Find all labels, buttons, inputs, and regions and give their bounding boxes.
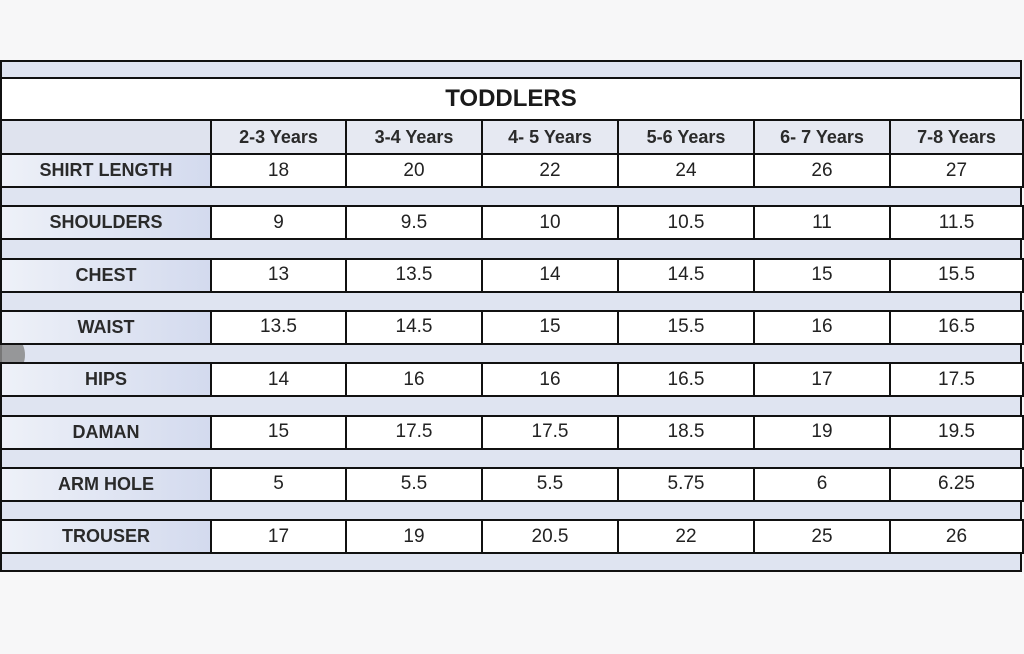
value-cell: 6.25: [889, 466, 1024, 502]
value-cell: 25: [753, 519, 891, 555]
value-cell: 9: [210, 205, 347, 241]
value-cell: 15.5: [889, 257, 1024, 293]
row-label: CHEST: [0, 257, 212, 293]
value-cell: 16.5: [617, 362, 755, 398]
value-cell: 11: [753, 205, 891, 241]
value-cell: 11.5: [889, 205, 1024, 241]
value-cell: 16: [345, 362, 483, 398]
value-cell: 15: [481, 309, 619, 345]
value-cell: 5: [210, 466, 347, 502]
row-label: TROUSER: [0, 519, 212, 555]
column-header: 6- 7 Years: [753, 119, 891, 155]
value-cell: 14: [481, 257, 619, 293]
value-cell: 18.5: [617, 414, 755, 450]
row-label: WAIST: [0, 309, 212, 345]
column-header: 3-4 Years: [345, 119, 483, 155]
table-title: TODDLERS: [0, 77, 1022, 121]
value-cell: 13.5: [345, 257, 483, 293]
column-header: 7-8 Years: [889, 119, 1024, 155]
value-cell: 17: [210, 519, 347, 555]
value-cell: 27: [889, 153, 1024, 188]
value-cell: 20.5: [481, 519, 619, 555]
value-cell: 16.5: [889, 309, 1024, 345]
value-cell: 5.5: [481, 466, 619, 502]
value-cell: 6: [753, 466, 891, 502]
value-cell: 13: [210, 257, 347, 293]
value-cell: 13.5: [210, 309, 347, 345]
value-cell: 5.5: [345, 466, 483, 502]
value-cell: 14.5: [345, 309, 483, 345]
value-cell: 17.5: [481, 414, 619, 450]
value-cell: 5.75: [617, 466, 755, 502]
value-cell: 26: [753, 153, 891, 188]
value-cell: 19: [753, 414, 891, 450]
value-cell: 19: [345, 519, 483, 555]
column-header: 4- 5 Years: [481, 119, 619, 155]
value-cell: 15.5: [617, 309, 755, 345]
value-cell: 20: [345, 153, 483, 188]
value-cell: 16: [481, 362, 619, 398]
column-header: 2-3 Years: [210, 119, 347, 155]
row-label: DAMAN: [0, 414, 212, 450]
row-label: HIPS: [0, 362, 212, 398]
row-label: SHOULDERS: [0, 205, 212, 241]
value-cell: 22: [481, 153, 619, 188]
value-cell: 24: [617, 153, 755, 188]
column-header: 5-6 Years: [617, 119, 755, 155]
value-cell: 17.5: [889, 362, 1024, 398]
value-cell: 9.5: [345, 205, 483, 241]
value-cell: 26: [889, 519, 1024, 555]
value-cell: 19.5: [889, 414, 1024, 450]
value-cell: 15: [210, 414, 347, 450]
row-label: SHIRT LENGTH: [0, 153, 212, 188]
value-cell: 17: [753, 362, 891, 398]
value-cell: 15: [753, 257, 891, 293]
value-cell: 14.5: [617, 257, 755, 293]
row-label: ARM HOLE: [0, 466, 212, 502]
value-cell: 17.5: [345, 414, 483, 450]
value-cell: 16: [753, 309, 891, 345]
value-cell: 10: [481, 205, 619, 241]
value-cell: 10.5: [617, 205, 755, 241]
header-corner: [0, 119, 212, 155]
value-cell: 14: [210, 362, 347, 398]
value-cell: 18: [210, 153, 347, 188]
value-cell: 22: [617, 519, 755, 555]
